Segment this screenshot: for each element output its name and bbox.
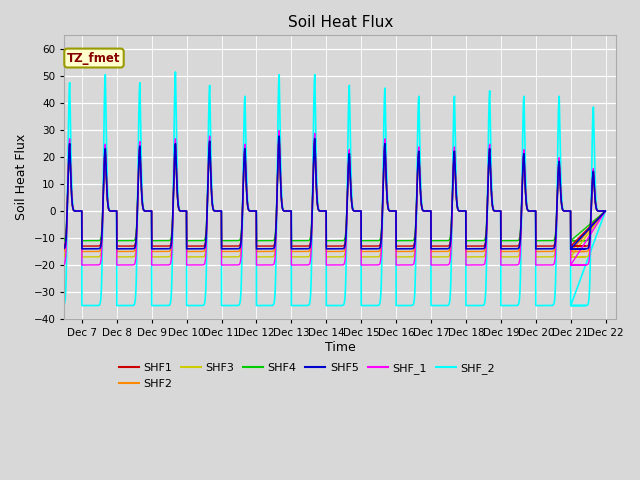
X-axis label: Time: Time <box>325 341 356 354</box>
Text: TZ_fmet: TZ_fmet <box>67 51 121 64</box>
Y-axis label: Soil Heat Flux: Soil Heat Flux <box>15 134 28 220</box>
Title: Soil Heat Flux: Soil Heat Flux <box>287 15 393 30</box>
Legend: SHF1, SHF2, SHF3, SHF4, SHF5, SHF_1, SHF_2: SHF1, SHF2, SHF3, SHF4, SHF5, SHF_1, SHF… <box>114 359 499 393</box>
